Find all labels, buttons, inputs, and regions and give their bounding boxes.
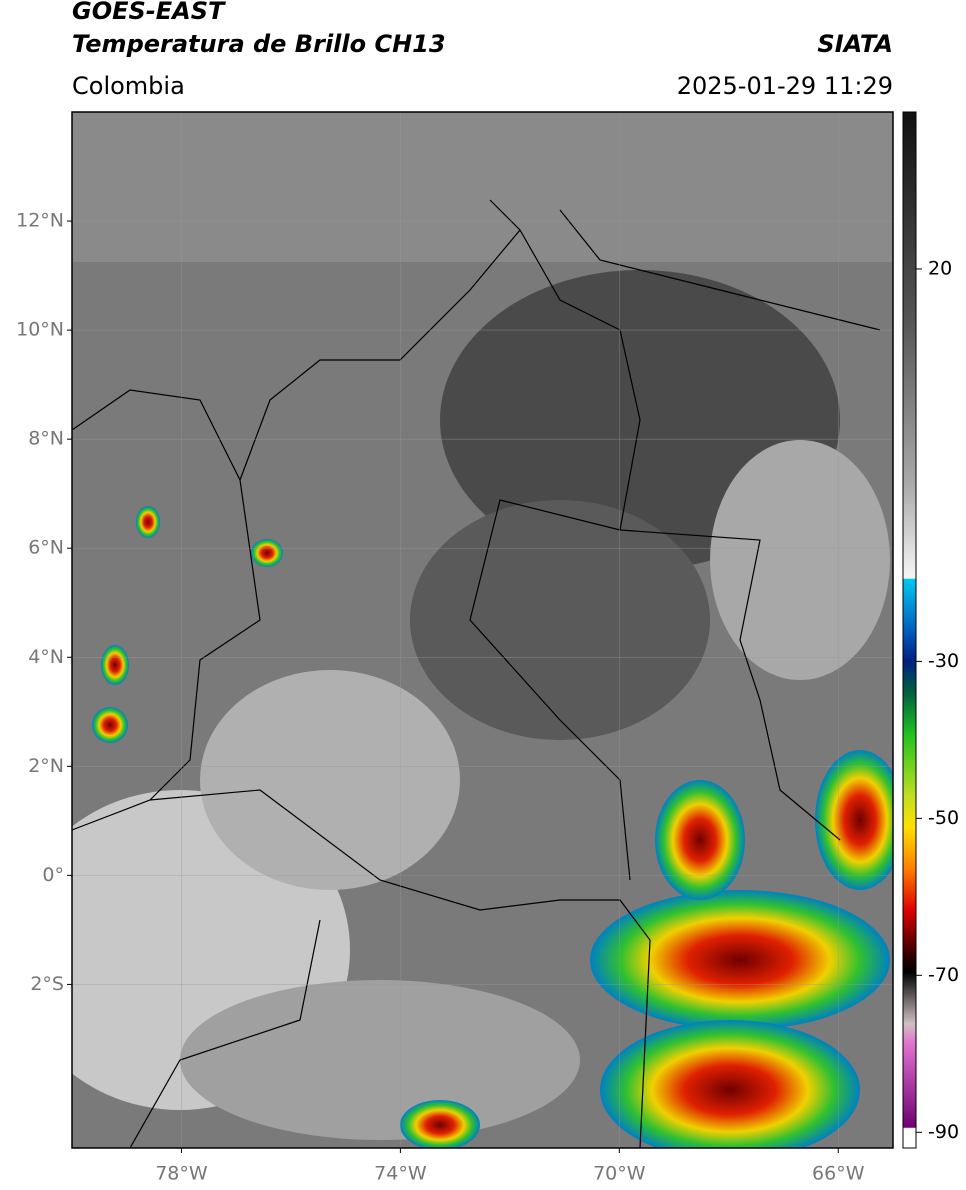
convective-cloud [92,707,128,743]
colorbar-tick-label: -50 [928,807,959,829]
convective-cloud [655,780,745,900]
title: GOES-EAST [72,0,226,25]
graticule [72,112,893,1148]
convective-cloud [590,890,890,1030]
y-tick-label: 2°N [28,755,64,777]
cloud-field [72,112,893,262]
colorbar-tick-label: -30 [928,650,959,672]
y-tick-label: 6°N [28,537,64,559]
y-tick-label: 4°N [28,646,64,668]
colorbar-tick-label: -90 [928,1121,959,1143]
convective-cloud [101,645,129,685]
convective-cloud [600,1020,860,1148]
x-tick-label: 66°W [812,1163,865,1185]
timestamp: 2025-01-29 11:29 [677,72,893,100]
x-tick-label: 70°W [593,1163,646,1185]
x-tick-label: 74°W [374,1163,427,1185]
y-tick-label: 8°N [28,428,64,450]
y-tick-label: 0° [42,864,64,886]
convective-cloud [400,1100,480,1148]
x-tick-label: 78°W [155,1163,208,1185]
y-tick-label: 12°N [16,210,64,232]
borders [72,199,881,1148]
colorbar-tick-label: -70 [928,964,959,986]
satellite-image [72,112,893,1148]
y-tick-label: 2°S [30,973,64,995]
colorbar [902,111,917,1149]
convective-cloud [251,539,283,567]
convective-cloud [136,506,160,538]
subtitle: Temperatura de Brillo CH13 [72,30,446,58]
cloud-field [200,670,460,890]
convective-cloud [815,750,893,890]
cloud-field [180,980,580,1140]
colorbar-tick-label: 20 [928,257,952,279]
cloud-field [710,440,890,680]
dry-area [410,500,710,740]
agency: SIATA [817,30,893,58]
region: Colombia [72,72,185,100]
y-tick-label: 10°N [16,319,64,341]
map-frame [71,111,894,1149]
